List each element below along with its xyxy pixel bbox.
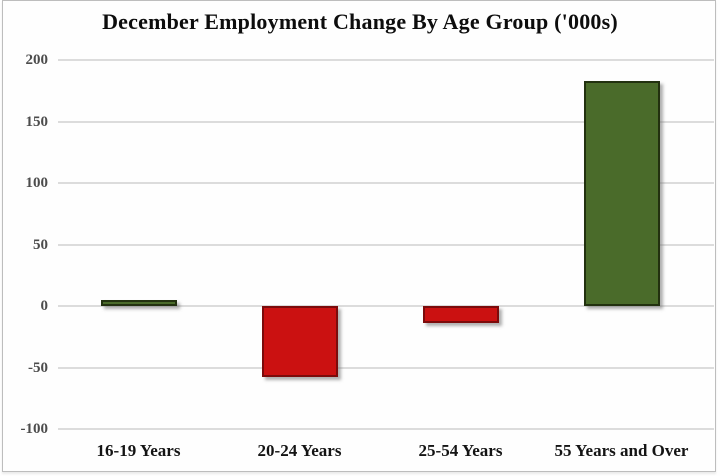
gridline-0: [58, 305, 714, 307]
gridline-100: [58, 182, 714, 184]
y-tick-label-200: 200: [25, 52, 49, 68]
y-tick-label-100: 100: [25, 175, 49, 191]
bar-16-19-years: [100, 299, 177, 306]
x-axis-label-55-years-and-over: 55 Years and Over: [554, 441, 689, 460]
chart-title: December Employment Change By Age Group …: [102, 9, 618, 34]
y-tick-label-0: 0: [40, 298, 49, 314]
gridline-150: [58, 120, 714, 123]
gridline-200: [58, 59, 714, 61]
bar-55-years-and-over: [583, 80, 660, 306]
y-tick-label--100: -100: [20, 421, 49, 437]
x-axis-label-25-54-years: 25-54 Years: [418, 441, 503, 460]
gridline-50: [58, 243, 714, 246]
bar-20-24-years: [261, 306, 338, 378]
gridline--100: [58, 428, 714, 430]
y-tick-label-50: 50: [33, 236, 48, 253]
gridline--50: [58, 366, 714, 369]
x-axis-label-20-24-years: 20-24 Years: [257, 441, 342, 460]
y-tick-label--50: -50: [28, 359, 48, 376]
y-tick-label-150: 150: [25, 113, 49, 130]
bar-25-54-years: [422, 306, 499, 324]
x-axis-label-16-19-years: 16-19 Years: [96, 441, 181, 460]
